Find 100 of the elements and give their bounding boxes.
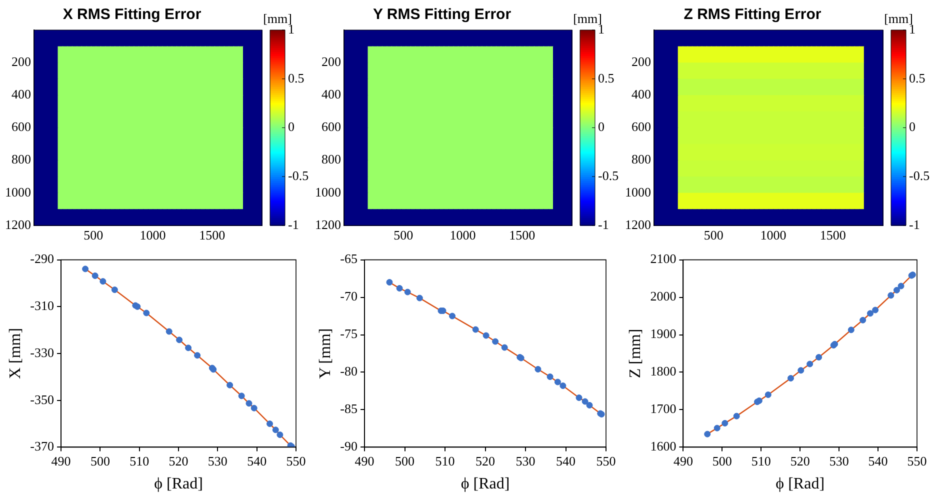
point xyxy=(866,310,874,317)
point xyxy=(704,430,711,438)
y-tick-label: 1200 xyxy=(5,216,31,232)
x-tick-label: 500 xyxy=(712,453,732,468)
chart-title: Y RMS Fitting Error xyxy=(372,6,512,24)
y-tick-label: -330 xyxy=(30,344,54,360)
point xyxy=(472,326,479,333)
color-bar-label: -1 xyxy=(598,216,609,232)
color-bar-label: 0.5 xyxy=(288,70,304,86)
y-tick-label: 1000 xyxy=(5,184,31,200)
point xyxy=(860,316,866,324)
point xyxy=(582,398,588,405)
x-tick-label: 1000 xyxy=(140,228,166,243)
point xyxy=(92,272,98,279)
y-tick-label: 1200 xyxy=(315,216,341,232)
point xyxy=(560,382,566,389)
x-axis-title: ϕ [Rad] xyxy=(776,476,825,493)
y-tick-label: 800 xyxy=(12,152,31,167)
x-tick-label: 500 xyxy=(394,228,414,243)
y-tick-label: 800 xyxy=(322,152,341,167)
x-tick-label: 510 xyxy=(130,453,150,468)
x-tick-label: 510 xyxy=(435,453,455,468)
color-bar-label: 0 xyxy=(288,119,294,134)
x-tick-label: 490 xyxy=(354,453,374,468)
x-tick-label: 550 xyxy=(596,453,616,468)
y-axis-title: Y [mm] xyxy=(316,328,334,379)
point xyxy=(546,373,554,380)
x-tick-label: 530 xyxy=(208,453,228,468)
point xyxy=(226,382,234,388)
y-axis-title: Z [mm] xyxy=(626,328,644,378)
y-axis-title: X [mm] xyxy=(6,328,24,380)
color-bar-label: -0.5 xyxy=(909,168,930,183)
point xyxy=(194,352,201,359)
chart-title: X RMS Fitting Error xyxy=(62,6,202,24)
point xyxy=(501,344,508,351)
y-tick-label: 400 xyxy=(322,86,341,102)
color-bar-label: 0 xyxy=(909,119,916,134)
y-tick-label: 2000 xyxy=(650,288,676,304)
x-tick-label: 540 xyxy=(868,453,888,468)
color-bar-label: 0 xyxy=(598,119,604,134)
point xyxy=(166,328,172,335)
point xyxy=(816,354,822,360)
color-bar-title: [mm] xyxy=(263,10,292,26)
point xyxy=(872,306,879,314)
color-bar-title: [mm] xyxy=(573,10,602,26)
y-tick-label: 200 xyxy=(632,54,651,69)
color-bar-label: -1 xyxy=(288,216,299,232)
y-tick-label: 200 xyxy=(322,54,341,69)
x-tick-label: 530 xyxy=(516,453,536,468)
x-tick-label: 500 xyxy=(90,453,110,468)
color-bar-title: [mm] xyxy=(884,10,913,26)
x-axis-title: ϕ [Rad] xyxy=(460,476,510,493)
color-bar-label: 0.5 xyxy=(909,70,926,86)
color-bar-label: -0.5 xyxy=(288,168,309,183)
chart-title: Z RMS Fitting Error xyxy=(684,6,822,24)
point xyxy=(764,391,772,398)
y-tick-label: 1000 xyxy=(625,184,651,200)
point xyxy=(534,366,542,372)
point xyxy=(554,378,561,386)
x-axis-title: ϕ [Rad] xyxy=(154,476,203,493)
point xyxy=(404,288,411,296)
y-tick-label: 200 xyxy=(12,54,31,69)
point xyxy=(848,326,854,334)
x-tick-label: 530 xyxy=(829,453,849,468)
y-tick-label: 800 xyxy=(632,152,651,167)
point xyxy=(250,404,258,412)
point xyxy=(238,392,245,400)
y-tick-label: -290 xyxy=(30,251,54,266)
y-tick-label: 400 xyxy=(12,86,31,102)
point xyxy=(898,282,904,290)
x-tick-label: 520 xyxy=(476,453,496,468)
x-tick-label: 500 xyxy=(395,453,415,468)
point xyxy=(396,285,403,292)
point xyxy=(82,266,89,272)
x-tick-label: 500 xyxy=(84,228,104,243)
point xyxy=(492,338,499,345)
point xyxy=(266,420,274,428)
x-tick-label: 1000 xyxy=(760,228,786,243)
x-tick-label: 550 xyxy=(907,453,927,468)
y-tick-label: -85 xyxy=(340,401,358,416)
color-bar-label: -1 xyxy=(909,216,920,232)
y-tick-label: 1000 xyxy=(315,184,341,200)
point xyxy=(722,420,728,426)
x-tick-label: 1000 xyxy=(450,228,476,243)
y-tick-label: -90 xyxy=(340,438,358,454)
y-tick-label: -310 xyxy=(30,298,54,314)
point xyxy=(386,279,393,286)
point xyxy=(888,292,894,299)
point xyxy=(733,412,740,420)
y-tick-label: 600 xyxy=(322,119,341,134)
y-tick-label: -80 xyxy=(340,364,358,379)
y-tick-label: -370 xyxy=(30,438,54,454)
y-tick-label: -75 xyxy=(340,326,358,342)
point xyxy=(788,374,794,382)
y-tick-label: 600 xyxy=(632,119,651,134)
point xyxy=(143,310,150,316)
color-bar-label: 0.5 xyxy=(598,70,614,86)
point xyxy=(246,400,252,407)
x-tick-label: 550 xyxy=(286,453,306,468)
point xyxy=(185,344,192,352)
